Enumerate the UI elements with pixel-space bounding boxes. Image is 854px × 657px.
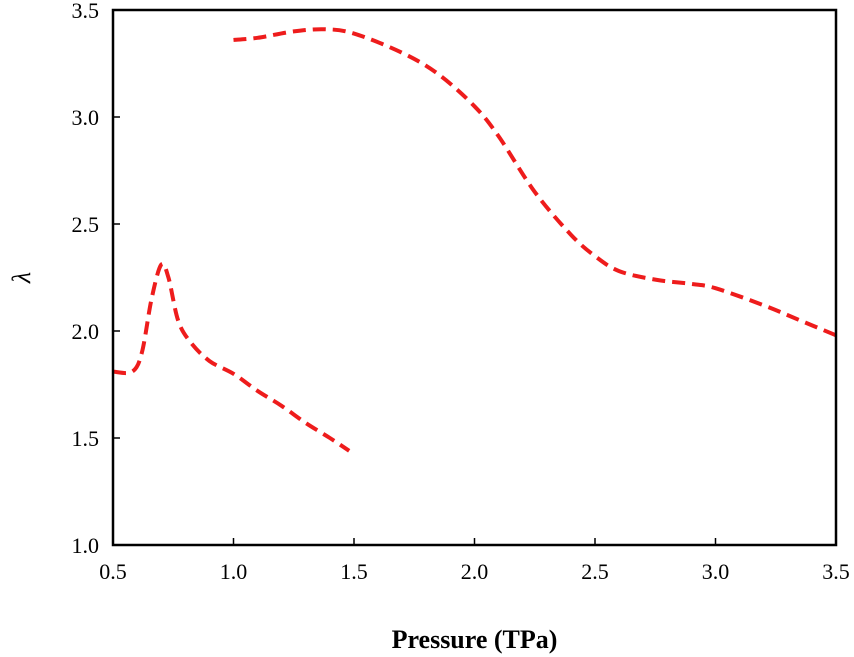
y-axis-title: λ [7,272,36,284]
x-axis-title: Pressure (TPa) [392,625,558,654]
y-tick-label: 2.5 [72,212,100,237]
x-tick-label: 3.5 [822,559,850,584]
axes: 0.5 1.0 1.5 2.0 2.5 3.0 3.51.01.52.02.53.03.5 [72,0,850,584]
x-tick-label: 2.5 [581,559,609,584]
x-tick-label: 1.5 [340,559,368,584]
y-tick-label: 1.5 [72,426,100,451]
x-tick-label: 2.0 [461,559,489,584]
y-tick-label: 3.0 [72,105,100,130]
x-tick-label: 0.5 [99,559,127,584]
plot-area-frame [111,8,838,547]
series-line-2 [233,27,837,338]
y-tick-label: 2.0 [72,319,100,344]
series-line-1 [112,261,351,453]
x-tick-label: 3.0 [702,559,730,584]
y-tick-label: 1.0 [72,533,100,558]
x-tick-label: 1.0 [220,559,248,584]
plot-marks [112,27,837,453]
y-tick-label: 3.5 [72,0,100,23]
